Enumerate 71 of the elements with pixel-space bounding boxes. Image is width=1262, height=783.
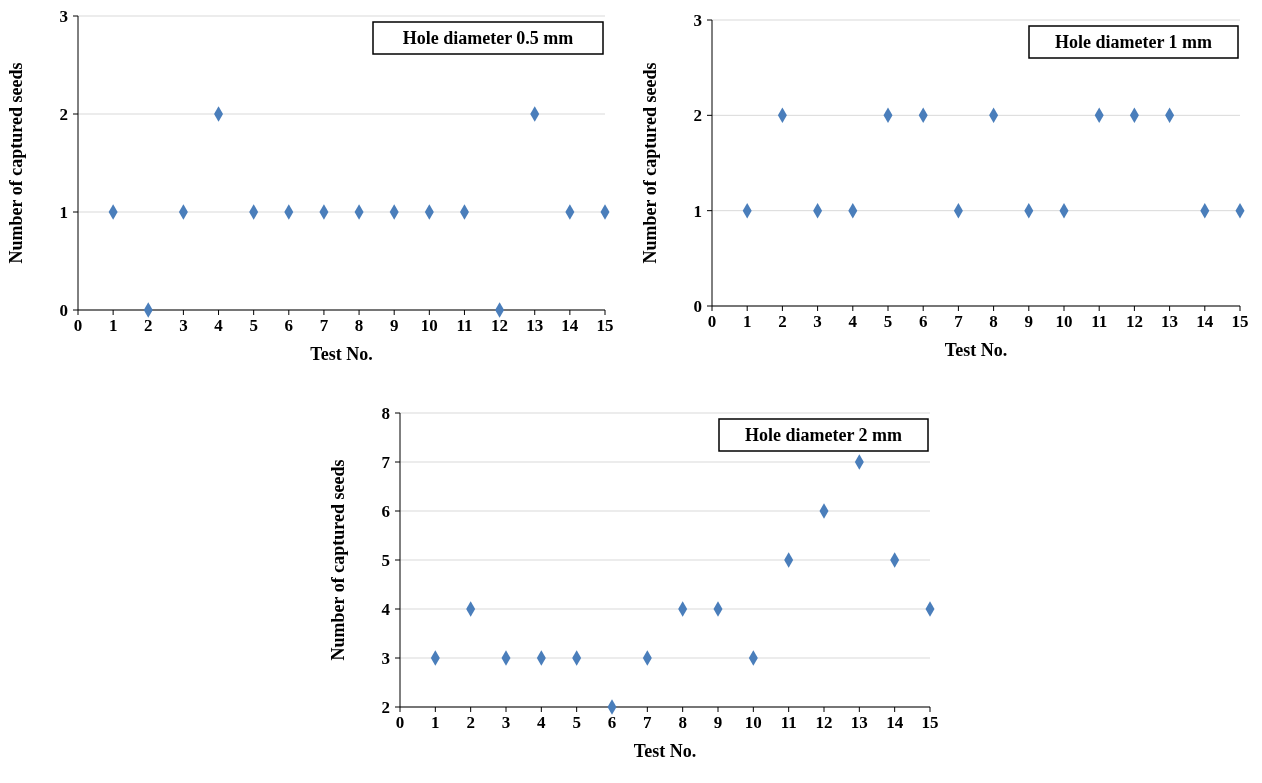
x-tick-label: 11 (456, 316, 473, 335)
y-axis-title: Number of captured seeds (328, 459, 348, 661)
x-tick-label: 12 (815, 713, 833, 732)
y-tick-label: 4 (381, 600, 391, 619)
x-tick-label: 2 (466, 713, 475, 732)
x-tick-label: 14 (886, 713, 904, 732)
x-tick-label: 3 (501, 713, 511, 732)
x-tick-label: 4 (537, 713, 547, 732)
x-tick-label: 0 (73, 316, 83, 335)
x-tick-label: 8 (989, 312, 998, 331)
y-tick-label: 5 (381, 551, 390, 570)
x-tick-label: 14 (561, 316, 579, 335)
x-tick-label: 3 (179, 316, 188, 335)
x-tick-label: 4 (848, 312, 858, 331)
x-tick-label: 1 (108, 316, 118, 335)
text: Hole diameter 2 mm (744, 425, 903, 445)
y-tick-label: 3 (59, 7, 68, 26)
x-tick-label: 4 (214, 316, 224, 335)
x-tick-label: 10 (744, 713, 762, 732)
y-tick-label: 1 (59, 203, 68, 222)
x-tick-label: 6 (284, 316, 294, 335)
x-tick-label: 13 (526, 316, 544, 335)
x-tick-label: 9 (1024, 312, 1034, 331)
text: Hole diameter 0.5 mm (402, 28, 574, 48)
x-tick-label: 7 (643, 713, 653, 732)
x-tick-label: 8 (354, 316, 364, 335)
y-tick-label: 2 (59, 105, 68, 124)
x-tick-label: 12 (1125, 312, 1143, 331)
x-tick-label: 15 (596, 316, 614, 335)
x-tick-label: 2 (144, 316, 153, 335)
x-axis-title: Test No. (633, 741, 697, 761)
x-tick-label: 13 (850, 713, 868, 732)
x-tick-label: 0 (707, 312, 717, 331)
y-tick-label: 3 (381, 649, 390, 668)
x-tick-label: 8 (678, 713, 687, 732)
x-tick-label: 12 (491, 316, 509, 335)
y-tick-label: 1 (693, 201, 702, 221)
x-tick-label: 1 (431, 713, 440, 732)
x-tick-label: 9 (389, 316, 399, 335)
y-tick-label: 2 (381, 698, 390, 717)
x-tick-label: 7 (954, 312, 964, 331)
y-tick-label: 6 (381, 502, 390, 521)
y-tick-label: 0 (693, 297, 702, 316)
text: Hole diameter 1 mm (1054, 32, 1213, 52)
x-tick-label: 10 (420, 316, 438, 335)
x-tick-label: 9 (713, 713, 723, 732)
y-axis-title: Number of captured seeds (6, 62, 26, 264)
x-tick-label: 15 (1231, 312, 1249, 331)
x-tick-label: 6 (918, 312, 928, 331)
x-tick-label: 5 (249, 316, 258, 335)
x-tick-label: 3 (813, 312, 822, 331)
x-tick-label: 11 (1091, 312, 1108, 331)
x-axis-title: Test No. (310, 344, 373, 364)
x-tick-label: 14 (1196, 312, 1214, 331)
x-tick-label: 6 (607, 713, 617, 732)
x-tick-label: 15 (921, 713, 939, 732)
x-tick-label: 5 (572, 713, 581, 732)
x-tick-label: 1 (742, 312, 752, 331)
x-tick-label: 2 (778, 312, 787, 331)
x-axis-title: Test No. (944, 340, 1008, 360)
x-tick-label: 7 (319, 316, 329, 335)
y-tick-label: 3 (693, 11, 702, 30)
x-tick-label: 10 (1055, 312, 1073, 331)
x-tick-label: 0 (395, 713, 405, 732)
y-axis-title: Number of captured seeds (640, 62, 660, 264)
x-tick-label: 11 (780, 713, 797, 732)
x-tick-label: 13 (1161, 312, 1179, 331)
y-tick-label: 7 (381, 453, 391, 472)
y-tick-label: 8 (381, 404, 390, 423)
x-tick-label: 5 (883, 312, 893, 331)
y-tick-label: 2 (693, 106, 702, 126)
